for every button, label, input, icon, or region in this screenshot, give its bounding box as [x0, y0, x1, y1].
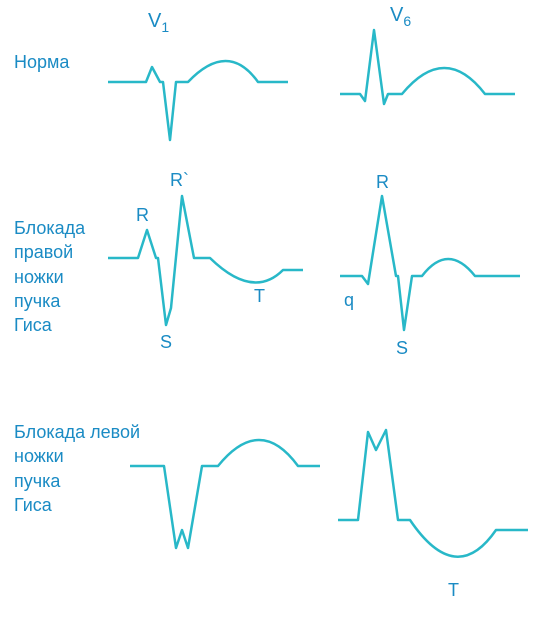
waveform-rbbb-v6: R q S — [340, 190, 520, 350]
wave-label-t: T — [254, 286, 265, 307]
row-label-lbbb: Блокада левой ножки пучка Гиса — [14, 420, 140, 517]
label-line: Норма — [14, 52, 69, 72]
label-line: Блокада левой — [14, 422, 140, 442]
label-line: Гиса — [14, 315, 52, 335]
waveform-normal-v6 — [340, 26, 515, 146]
label-line: ножки — [14, 267, 64, 287]
waveform-lbbb-v6: T — [338, 420, 528, 620]
label-line: правой — [14, 242, 73, 262]
waveform-lbbb-v1 — [130, 420, 320, 570]
label-line: Блокада — [14, 218, 85, 238]
ecg-path — [130, 440, 320, 548]
wave-label-s: S — [160, 332, 172, 353]
ecg-path — [338, 430, 528, 557]
wave-label-q: q — [344, 290, 354, 311]
row-label-normal: Норма — [14, 50, 69, 74]
row-label-rbbb: Блокада правой ножки пучка Гиса — [14, 216, 85, 337]
wave-label-r: R — [376, 172, 389, 193]
ecg-path — [340, 196, 520, 330]
label-line: ножки — [14, 446, 64, 466]
waveform-rbbb-v1: R R` S T — [108, 190, 303, 350]
header-text: V — [148, 10, 161, 32]
wave-label-rp: R` — [170, 170, 189, 191]
wave-label-r: R — [136, 205, 149, 226]
wave-label-t: T — [448, 580, 459, 601]
label-line: Гиса — [14, 495, 52, 515]
ecg-path — [108, 61, 288, 140]
label-line: пучка — [14, 291, 60, 311]
header-text: V — [390, 4, 403, 26]
label-line: пучка — [14, 471, 60, 491]
ecg-path — [340, 30, 515, 104]
wave-label-s: S — [396, 338, 408, 359]
waveform-normal-v1 — [108, 32, 288, 152]
